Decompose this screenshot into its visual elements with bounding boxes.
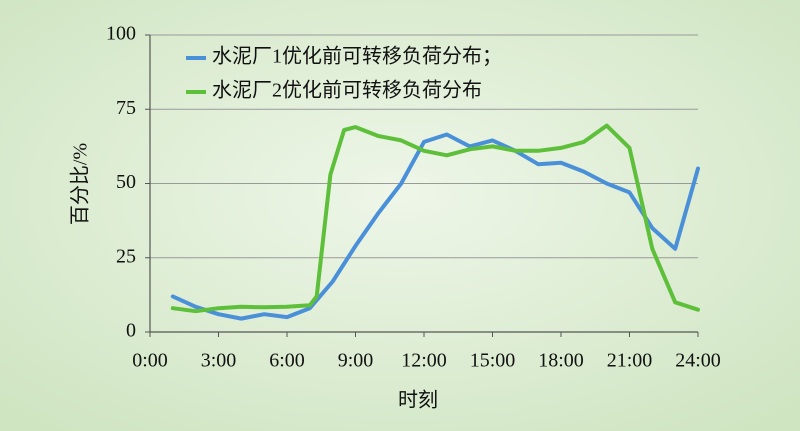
y-tick-label: 50 <box>116 171 136 193</box>
y-tick-label: 25 <box>116 245 136 267</box>
x-tick-label: 24:00 <box>675 350 721 372</box>
x-tick-label: 6:00 <box>269 350 305 372</box>
x-tick-label: 18:00 <box>538 350 584 372</box>
y-tick-label: 75 <box>116 97 136 119</box>
data-line <box>170 123 700 314</box>
x-tick-label: 9:00 <box>338 350 374 372</box>
y-axis-label: 百分比/% <box>69 143 92 225</box>
legend-label: 水泥厂1优化前可转移负荷分布； <box>212 45 502 68</box>
x-tick-label: 15:00 <box>470 350 516 372</box>
y-tick-label: 100 <box>106 23 136 45</box>
x-tick-label: 12:00 <box>401 350 447 372</box>
y-tick-label: 0 <box>126 320 136 342</box>
x-tick-label: 0:00 <box>132 350 168 372</box>
data-line <box>170 132 700 321</box>
x-tick-label: 21:00 <box>607 350 653 372</box>
x-tick-label: 3:00 <box>201 350 237 372</box>
legend-label: 水泥厂2优化前可转移负荷分布 <box>212 79 482 102</box>
x-axis-label: 时刻 <box>398 389 438 412</box>
